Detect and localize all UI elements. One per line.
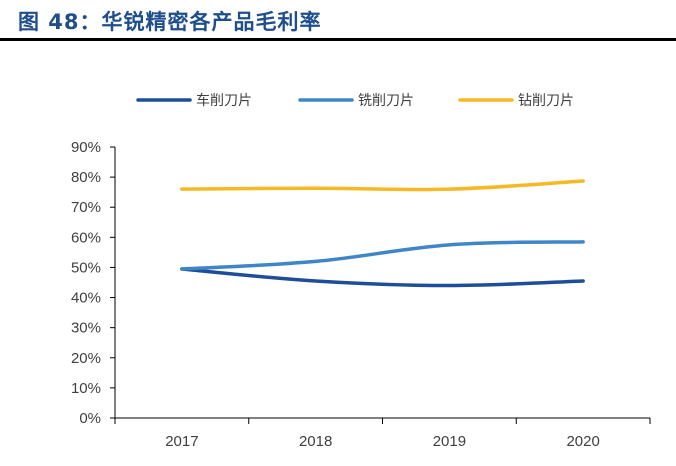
y-tick-label: 90% — [71, 139, 101, 156]
legend-label: 钻削刀片 — [518, 93, 574, 109]
x-tick-label: 2020 — [566, 433, 599, 450]
x-tick-label: 2018 — [299, 433, 332, 450]
series-line-2 — [180, 179, 585, 192]
y-tick-label: 40% — [71, 290, 101, 307]
legend: 车削刀片 铣削刀片 钻削刀片 — [136, 92, 574, 109]
y-tick-label: 10% — [71, 380, 101, 397]
x-tick-label: 2017 — [165, 433, 198, 450]
series-line-0 — [180, 267, 585, 288]
y-axis: 0% 10% 20% 30% 40% 50% 60% 70% 80% 90% — [71, 139, 116, 427]
y-tick-label: 0% — [79, 410, 101, 427]
y-tick-label: 80% — [71, 169, 101, 186]
y-tick-label: 70% — [71, 199, 101, 216]
legend-label: 铣削刀片 — [358, 93, 414, 109]
y-tick-label: 30% — [71, 320, 101, 337]
y-tick-label: 20% — [71, 350, 101, 367]
title-divider — [0, 38, 676, 41]
legend-label: 车削刀片 — [196, 92, 252, 109]
y-tick-label: 50% — [71, 259, 101, 276]
x-axis: 2017 2018 2019 2020 — [114, 417, 651, 450]
x-tick-label: 2019 — [433, 433, 466, 450]
figure-title: 图 48：华锐精密各产品毛利率 — [18, 10, 322, 34]
series-line-1 — [180, 240, 585, 271]
series-layer — [180, 179, 585, 288]
y-tick-label: 60% — [71, 229, 101, 246]
